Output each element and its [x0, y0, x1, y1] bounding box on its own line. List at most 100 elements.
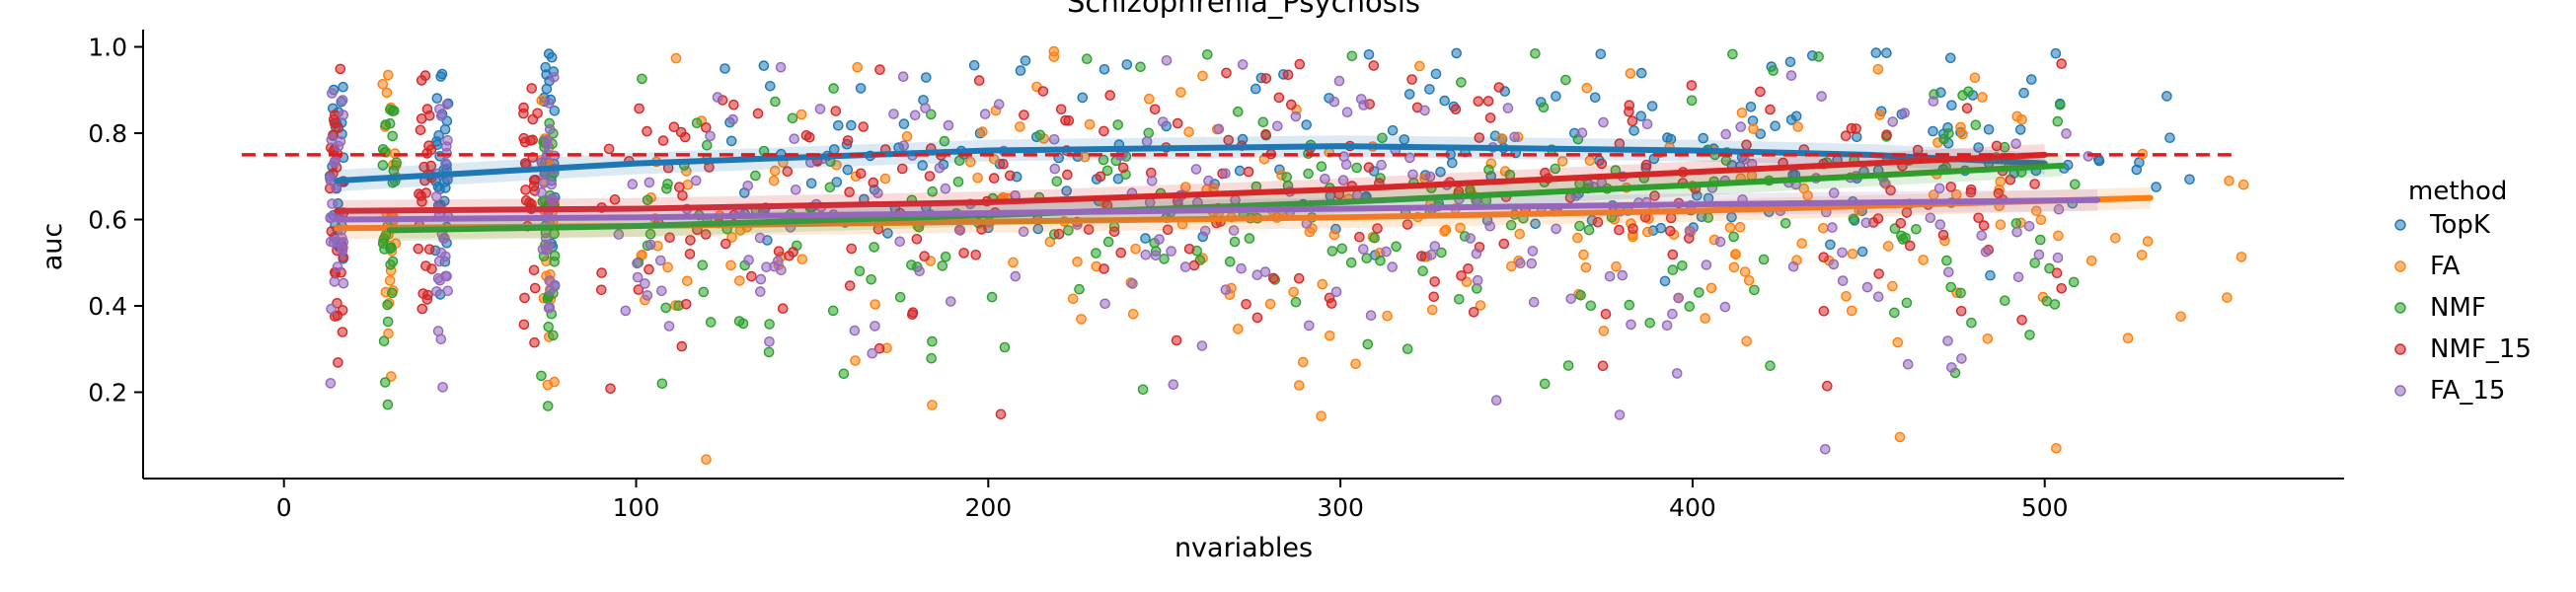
- data-point: [701, 122, 712, 133]
- data-point: [1956, 353, 1967, 364]
- data-point: [901, 130, 913, 142]
- data-point: [385, 243, 396, 255]
- data-point: [1241, 298, 1251, 310]
- data-point: [1372, 223, 1383, 234]
- data-point: [919, 251, 930, 262]
- data-point: [1870, 47, 1882, 58]
- data-point: [869, 242, 879, 253]
- data-point: [377, 79, 389, 90]
- data-point: [1684, 225, 1696, 237]
- data-point: [1572, 232, 1583, 244]
- data-point: [441, 99, 453, 111]
- data-point: [1887, 116, 1898, 127]
- data-point: [1428, 291, 1439, 303]
- y-tick-label: 0.8: [88, 119, 127, 148]
- data-point: [1168, 379, 1179, 391]
- plot-area: [324, 45, 2249, 466]
- data-point: [2029, 258, 2040, 268]
- data-point: [1780, 217, 1791, 229]
- data-point: [655, 255, 666, 266]
- data-point: [1072, 256, 1083, 267]
- data-point: [888, 109, 899, 119]
- data-point: [1264, 298, 1276, 310]
- data-point: [742, 180, 754, 191]
- y-tick-label: 1.0: [88, 34, 127, 62]
- data-point: [746, 270, 757, 282]
- data-point: [423, 110, 435, 121]
- data-point: [1945, 182, 1956, 192]
- data-point: [1333, 75, 1345, 87]
- data-point: [1483, 164, 1494, 176]
- data-point: [970, 249, 982, 260]
- data-point: [1551, 91, 1561, 102]
- data-point: [1765, 104, 1776, 115]
- data-point: [325, 212, 337, 224]
- data-point: [684, 249, 696, 259]
- data-point: [898, 140, 910, 151]
- data-point: [1578, 249, 1589, 260]
- legend-label-nmf: NMF: [2430, 293, 2486, 323]
- data-point: [379, 377, 391, 388]
- data-point: [752, 108, 764, 119]
- data-point: [1051, 176, 1063, 187]
- data-point: [937, 260, 948, 271]
- data-point: [326, 226, 338, 237]
- data-point: [670, 52, 682, 64]
- data-point: [1382, 310, 1393, 322]
- data-point: [777, 303, 789, 315]
- data-point: [846, 119, 857, 131]
- data-point: [1560, 74, 1571, 86]
- data-point: [1828, 187, 1840, 198]
- data-point: [1982, 333, 1994, 344]
- data-point: [1061, 185, 1072, 196]
- data-point: [337, 95, 348, 106]
- series-points-nmf_15: [324, 58, 2067, 420]
- data-point: [1404, 152, 1415, 164]
- data-point: [1196, 340, 1208, 351]
- data-point: [943, 119, 954, 131]
- data-point: [1303, 168, 1314, 180]
- data-point: [1350, 358, 1361, 370]
- data-point: [1369, 232, 1380, 244]
- data-point: [764, 319, 775, 330]
- data-point: [2069, 179, 2081, 190]
- data-point: [1614, 224, 1625, 236]
- data-point: [755, 273, 767, 285]
- data-point: [1872, 63, 1884, 75]
- data-point: [1895, 217, 1907, 229]
- data-point: [337, 327, 348, 337]
- data-point: [676, 340, 688, 352]
- data-point: [844, 186, 855, 197]
- data-point: [1628, 223, 1638, 234]
- data-point: [712, 92, 723, 103]
- data-point: [1928, 96, 1939, 107]
- data-point: [1062, 169, 1073, 181]
- data-point: [867, 347, 878, 359]
- data-point: [430, 190, 442, 202]
- data-point: [2184, 174, 2195, 185]
- data-point: [1341, 107, 1353, 117]
- data-point: [1225, 256, 1236, 267]
- data-point: [657, 135, 669, 146]
- data-point: [1417, 265, 1428, 277]
- data-point: [1015, 65, 1026, 76]
- data-point: [1084, 118, 1096, 130]
- data-point: [1330, 286, 1342, 298]
- data-point: [1098, 154, 1109, 166]
- data-point: [382, 69, 394, 81]
- data-point: [337, 305, 348, 316]
- data-point: [1083, 224, 1095, 235]
- data-point: [529, 336, 540, 348]
- legend-marker-nmf: [2394, 302, 2406, 314]
- data-point: [685, 235, 696, 246]
- data-point: [1787, 260, 1799, 272]
- data-point: [528, 264, 540, 276]
- data-point: [2222, 292, 2233, 303]
- data-point: [2050, 47, 2062, 59]
- data-point: [769, 165, 781, 177]
- data-point: [644, 239, 656, 251]
- data-point: [1377, 132, 1388, 144]
- data-point: [1874, 110, 1885, 120]
- data-point: [1768, 65, 1779, 76]
- data-point: [1451, 47, 1462, 59]
